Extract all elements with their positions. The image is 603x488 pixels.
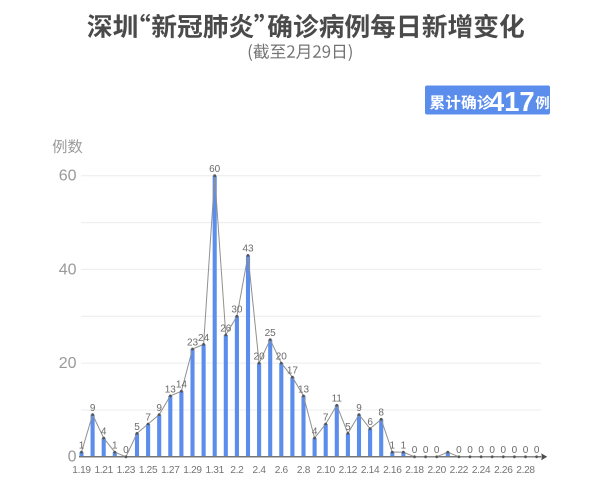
svg-text:60: 60 [59, 168, 77, 185]
svg-text:1.25: 1.25 [139, 465, 158, 476]
svg-text:2.12: 2.12 [339, 465, 358, 476]
svg-text:0: 0 [489, 445, 495, 456]
svg-text:14: 14 [176, 380, 188, 391]
svg-text:5: 5 [345, 422, 351, 433]
svg-text:2.8: 2.8 [297, 465, 311, 476]
svg-text:2.4: 2.4 [253, 465, 267, 476]
svg-text:4: 4 [312, 427, 318, 438]
svg-text:0: 0 [423, 445, 429, 456]
svg-text:20: 20 [254, 352, 266, 363]
svg-text:20: 20 [276, 352, 288, 363]
svg-text:2.26: 2.26 [494, 465, 513, 476]
svg-text:26: 26 [220, 323, 232, 334]
svg-text:0: 0 [478, 445, 484, 456]
svg-text:5: 5 [134, 422, 140, 433]
svg-text:13: 13 [165, 384, 177, 395]
svg-text:25: 25 [265, 328, 277, 339]
svg-text:1: 1 [112, 441, 118, 452]
svg-text:0: 0 [123, 445, 129, 456]
svg-text:7: 7 [145, 412, 151, 423]
svg-text:7: 7 [323, 412, 329, 423]
svg-text:23: 23 [187, 337, 199, 348]
svg-text:1.23: 1.23 [117, 465, 136, 476]
svg-text:2.28: 2.28 [516, 465, 535, 476]
svg-text:2.6: 2.6 [275, 465, 289, 476]
svg-text:9: 9 [356, 403, 362, 414]
svg-text:1.31: 1.31 [205, 465, 224, 476]
svg-text:13: 13 [298, 384, 310, 395]
svg-text:2.22: 2.22 [450, 465, 469, 476]
svg-text:24: 24 [198, 333, 210, 344]
svg-text:2.20: 2.20 [427, 465, 446, 476]
svg-text:6: 6 [367, 417, 373, 428]
svg-text:1.21: 1.21 [94, 465, 113, 476]
svg-text:30: 30 [231, 305, 243, 316]
svg-text:2.10: 2.10 [316, 465, 335, 476]
svg-text:0: 0 [501, 445, 507, 456]
svg-text:1: 1 [390, 441, 396, 452]
svg-text:0: 0 [523, 445, 529, 456]
svg-text:20: 20 [59, 355, 77, 372]
svg-text:1: 1 [401, 441, 407, 452]
svg-text:0: 0 [68, 449, 77, 466]
svg-text:60: 60 [209, 164, 221, 175]
svg-text:2.18: 2.18 [405, 465, 424, 476]
svg-text:40: 40 [59, 261, 77, 278]
svg-text:0: 0 [412, 445, 418, 456]
svg-text:2.14: 2.14 [361, 465, 380, 476]
svg-text:11: 11 [332, 394, 343, 405]
svg-text:8: 8 [378, 408, 384, 419]
svg-text:17: 17 [287, 366, 299, 377]
svg-text:2.16: 2.16 [383, 465, 402, 476]
svg-text:0: 0 [456, 445, 462, 456]
svg-text:43: 43 [242, 244, 254, 255]
svg-text:9: 9 [90, 403, 96, 414]
svg-text:0: 0 [467, 445, 473, 456]
svg-text:0: 0 [534, 445, 540, 456]
svg-text:0: 0 [434, 445, 440, 456]
svg-text:0: 0 [512, 445, 518, 456]
svg-text:2.24: 2.24 [472, 465, 491, 476]
svg-text:2.2: 2.2 [230, 465, 244, 476]
svg-text:1: 1 [79, 441, 85, 452]
svg-text:1.19: 1.19 [72, 465, 91, 476]
svg-text:9: 9 [156, 403, 162, 414]
svg-text:417: 417 [489, 86, 535, 117]
svg-text:1.27: 1.27 [161, 465, 180, 476]
svg-text:1.29: 1.29 [183, 465, 202, 476]
svg-text:4: 4 [101, 427, 107, 438]
